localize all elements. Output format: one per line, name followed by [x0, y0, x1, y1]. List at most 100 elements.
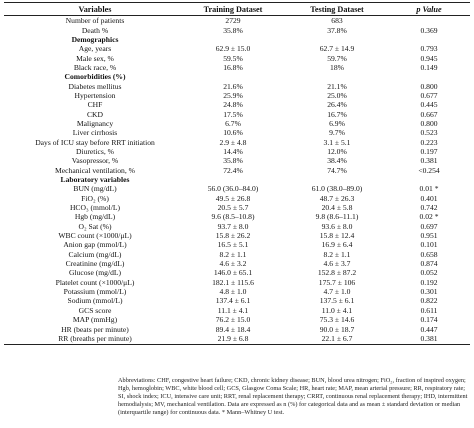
cell-pvalue: 0.174 — [420, 315, 438, 325]
cell-pvalue: 0.197 — [420, 146, 438, 156]
cell-pvalue: 0.101 — [420, 240, 438, 250]
cell-testing: 74.7% — [327, 165, 347, 175]
table-footnote: Abbreviations: CHF, congestive heart fai… — [118, 377, 468, 417]
table-body: Number of patients 2729 683 Death % 35.8% 37.… — [4, 16, 470, 346]
cell-variable: Vasopressor, % — [71, 156, 119, 166]
cell-training: 15.8 ± 26.2 — [215, 231, 251, 241]
cell-variable: Days of ICU stay before RRT initiation — [35, 137, 155, 147]
cell-training: 137.4 ± 6.1 — [215, 296, 251, 306]
table-row: Hypertension 25.9% 25.0% 0.677 — [4, 91, 470, 100]
cell-pvalue: 0.149 — [420, 62, 438, 72]
cell-training: 8.2 ± 1.1 — [219, 249, 247, 259]
table-row: Vasopressor, % 35.8% 38.4% 0.381 — [4, 156, 470, 165]
cell-variable: Diabetes mellitus — [68, 81, 122, 91]
cell-testing: 3.1 ± 5.1 — [323, 137, 351, 147]
cell-testing: 6.9% — [329, 118, 345, 128]
cell-training: 17.5% — [223, 109, 243, 119]
cell-variable: RR (breaths per minute) — [58, 333, 132, 343]
cell-training: 182.1 ± 115.6 — [212, 277, 254, 287]
cell-pvalue: 0.523 — [420, 128, 438, 138]
cell-training: 10.6% — [223, 128, 243, 138]
table-row: WBC count (×1000/μL) 15.8 ± 26.2 15.8 ± 12… — [4, 231, 470, 240]
cell-training: 20.5 ± 5.7 — [217, 203, 249, 213]
cell-testing: 90.0 ± 18.7 — [319, 324, 355, 334]
cell-testing: 48.7 ± 26.3 — [319, 193, 355, 203]
cell-training: 25.9% — [223, 90, 243, 100]
cell-testing: 11.0 ± 4.1 — [321, 305, 353, 315]
cell-variable: Liver cirrhosis — [72, 128, 118, 138]
cell-training: 59.5% — [223, 53, 243, 63]
cell-variable: FiO₂ (%) — [81, 193, 109, 203]
header-variables: Variables — [78, 4, 112, 14]
cell-testing: 93.6 ± 8.0 — [321, 221, 353, 231]
table-row: FiO₂ (%) 49.5 ± 26.8 48.7 ± 26.3 0.401 — [4, 194, 470, 203]
cell-testing: 75.3 ± 14.6 — [319, 315, 355, 325]
header-testing: Testing Dataset — [310, 4, 364, 14]
cell-training: 56.0 (36.0–84.0) — [207, 184, 259, 194]
cell-testing: 16.7% — [327, 109, 347, 119]
table-row: Number of patients 2729 683 — [4, 16, 470, 25]
cell-training: 6.7% — [225, 118, 241, 128]
cell-testing: 22.1 ± 6.7 — [321, 333, 353, 343]
table-row: Creatinine (mg/dL) 4.6 ± 3.2 4.6 ± 3.7 0.87… — [4, 259, 470, 268]
table-row: BUN (mg/dL) 56.0 (36.0–84.0) 61.0 (38.0–89… — [4, 184, 470, 193]
cell-variable: CKD — [86, 109, 104, 119]
table-row: CHF 24.8% 26.4% 0.445 — [4, 100, 470, 109]
data-table: Variables Training Dataset Testing Datas… — [4, 2, 470, 346]
cell-variable: HCO₃ (mmol/L) — [69, 203, 121, 213]
cell-testing: 175.7 ± 106 — [318, 277, 356, 287]
cell-variable: Male sex, % — [76, 53, 114, 63]
cell-testing: 37.8% — [327, 25, 347, 35]
cell-pvalue: 0.800 — [420, 118, 438, 128]
cell-variable: Death % — [81, 25, 109, 35]
cell-training: 4.6 ± 3.2 — [219, 259, 247, 269]
cell-testing: 61.0 (38.0–89.0) — [311, 184, 363, 194]
cell-training: 72.4% — [223, 165, 243, 175]
cell-variable: Glucose (mg/dL) — [68, 268, 122, 278]
cell-training: 24.8% — [223, 100, 243, 110]
table-row: Glucose (mg/dL) 146.0 ± 65.1 152.8 ± 87.2 0… — [4, 268, 470, 277]
cell-testing: 4.7 ± 1.0 — [323, 287, 351, 297]
table-row: Days of ICU stay before RRT initiation 2.… — [4, 137, 470, 147]
cell-pvalue: 0.445 — [420, 100, 438, 110]
table-row: Malignancy 6.7% 6.9% 0.800 — [4, 119, 470, 128]
cell-variable: Black race, % — [73, 62, 117, 72]
table-row: Potassium (mmol/L) 4.8 ± 1.0 4.7 ± 1.0 0.30… — [4, 287, 470, 296]
cell-testing: 4.6 ± 3.7 — [323, 259, 351, 269]
cell-variable: Comorbidities (%) — [64, 72, 126, 82]
table-row: MAP (mmHg) 76.2 ± 15.0 75.3 ± 14.6 0.174 — [4, 315, 470, 324]
table-row: HCO₃ (mmol/L) 20.5 ± 5.7 20.4 ± 5.8 0.742 — [4, 203, 470, 212]
section-row: Laboratory variables — [4, 175, 470, 184]
cell-variable: BUN (mg/dL) — [73, 184, 117, 194]
cell-training: 2729 — [225, 16, 241, 26]
cell-variable: Hgb (mg/dL) — [74, 212, 116, 222]
table-row: Diuretics, % 14.4% 12.0% 0.197 — [4, 147, 470, 156]
cell-pvalue: 0.874 — [420, 259, 438, 269]
cell-training: 35.8% — [223, 25, 243, 35]
cell-variable: Malignancy — [76, 118, 114, 128]
table-row: Calcium (mg/dL) 8.2 ± 1.1 8.2 ± 1.1 0.658 — [4, 250, 470, 259]
cell-training: 9.6 (8.5–10.8) — [211, 212, 255, 222]
cell-variable: Demographics — [71, 34, 119, 44]
header-pvalue-text: p Value — [416, 4, 442, 14]
cell-pvalue: 0.951 — [420, 231, 438, 241]
table-row: Black race, % 16.8% 18% 0.149 — [4, 63, 470, 72]
cell-testing: 38.4% — [327, 156, 347, 166]
cell-training: 35.8% — [223, 156, 243, 166]
cell-testing: 16.9 ± 6.4 — [321, 240, 353, 250]
table-row: HR (beats per minute) 89.4 ± 18.4 90.0 ± 1… — [4, 324, 470, 334]
section-row: Comorbidities (%) — [4, 72, 470, 81]
cell-pvalue: 0.447 — [420, 324, 438, 334]
cell-testing: 18% — [330, 62, 344, 72]
cell-training: 93.7 ± 8.0 — [217, 221, 249, 231]
table-row: Death % 35.8% 37.8% 0.369 — [4, 25, 470, 35]
cell-variable: Platelet count (×1000/μL) — [55, 277, 135, 287]
table-row: Sodium (mmol/L) 137.4 ± 6.1 137.5 ± 6.1 0.8… — [4, 296, 470, 305]
cell-testing: 152.8 ± 87.2 — [317, 268, 357, 278]
cell-training: 76.2 ± 15.0 — [215, 315, 251, 325]
table-row: Liver cirrhosis 10.6% 9.7% 0.523 — [4, 128, 470, 137]
table-row: Male sex, % 59.5% 59.7% 0.945 — [4, 53, 470, 63]
cell-variable: Sodium (mmol/L) — [67, 296, 123, 306]
table-header: Variables Training Dataset Testing Datas… — [4, 2, 470, 16]
table-row: CKD 17.5% 16.7% 0.667 — [4, 109, 470, 119]
